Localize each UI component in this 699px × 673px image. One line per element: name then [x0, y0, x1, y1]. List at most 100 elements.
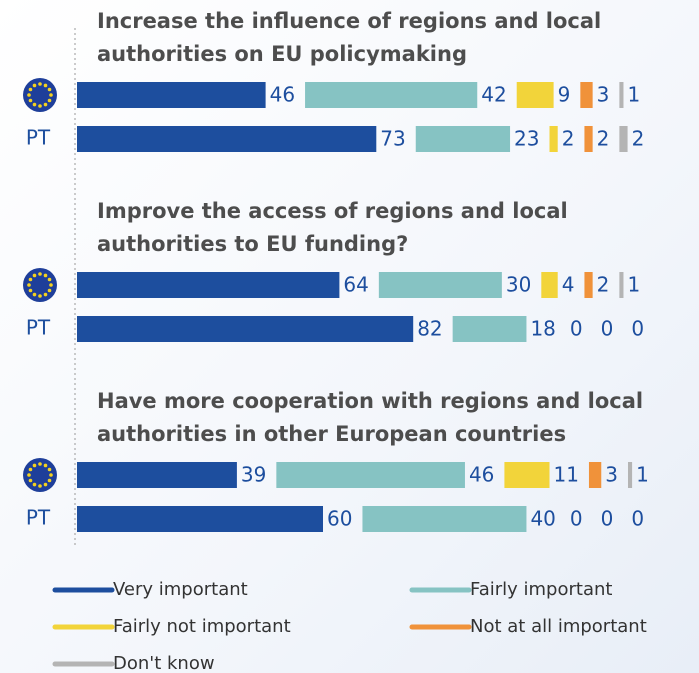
flag-star — [38, 462, 42, 466]
eu-flag — [23, 78, 57, 112]
flag-star — [47, 467, 52, 472]
bar — [619, 126, 628, 152]
value-label: 82 — [417, 317, 442, 341]
value-label: 46 — [469, 463, 494, 487]
value-label: 1 — [627, 83, 640, 107]
value-label: 2 — [597, 127, 610, 151]
bar — [415, 126, 511, 152]
flag-star — [49, 93, 53, 97]
bar — [504, 462, 550, 488]
flag-star — [43, 102, 48, 107]
bar — [580, 82, 593, 108]
bar — [77, 82, 266, 108]
value-label: 23 — [514, 127, 539, 151]
group-title: Improve the access of regions and local — [97, 199, 568, 223]
bar — [584, 272, 593, 298]
bar — [588, 462, 602, 488]
value-label: 42 — [481, 83, 506, 107]
bar — [77, 126, 377, 152]
legend-label: Very important — [113, 579, 248, 600]
value-label: 11 — [554, 463, 579, 487]
flag-disc — [23, 78, 57, 112]
value-label: 0 — [570, 317, 583, 341]
value-label: 73 — [380, 127, 405, 151]
group-title: authorities in other European countries — [97, 422, 566, 446]
flag-disc — [23, 268, 57, 302]
value-label: 0 — [601, 507, 614, 531]
bar — [77, 462, 237, 488]
value-label: 0 — [631, 507, 644, 531]
value-label: 0 — [570, 507, 583, 531]
flag-star — [28, 277, 33, 282]
group-title: authorities on EU policymaking — [97, 42, 467, 66]
category-label: PT — [26, 506, 51, 530]
legend-label: Don't know — [113, 653, 215, 673]
flag-star — [32, 83, 37, 88]
bar — [77, 272, 340, 298]
flag-star — [38, 82, 42, 86]
flag-star — [43, 273, 48, 278]
flag-star — [28, 478, 33, 483]
flag-star — [47, 288, 52, 293]
flag-star — [38, 484, 42, 488]
value-label: 0 — [631, 317, 644, 341]
flag-star — [32, 482, 37, 487]
flag-star — [47, 98, 52, 103]
value-label: 1 — [627, 273, 640, 297]
group-title: Have more cooperation with regions and l… — [97, 389, 643, 413]
flag-star — [27, 473, 31, 477]
bar — [305, 82, 478, 108]
value-label: 18 — [530, 317, 555, 341]
bar — [276, 462, 465, 488]
bar — [619, 82, 624, 108]
flag-star — [32, 463, 37, 468]
value-label: 3 — [605, 463, 618, 487]
legend-label: Fairly important — [470, 579, 612, 600]
value-label: 3 — [597, 83, 610, 107]
value-label: 0 — [601, 317, 614, 341]
flag-star — [47, 478, 52, 483]
value-label: 2 — [597, 273, 610, 297]
category-label: PT — [26, 126, 51, 150]
flag-disc — [23, 458, 57, 492]
bar — [584, 126, 593, 152]
value-label: 9 — [558, 83, 571, 107]
category-label: PT — [26, 316, 51, 340]
flag-star — [49, 283, 53, 287]
flag-star — [43, 482, 48, 487]
value-label: 2 — [632, 127, 645, 151]
flag-star — [38, 104, 42, 108]
group-title: Increase the influence of regions and lo… — [97, 9, 601, 33]
flag-star — [32, 102, 37, 107]
flag-star — [32, 292, 37, 297]
flag-star — [49, 473, 53, 477]
flag-star — [38, 294, 42, 298]
value-label: 40 — [530, 507, 555, 531]
value-label: 2 — [562, 127, 575, 151]
flag-star — [47, 87, 52, 92]
bar — [516, 82, 554, 108]
bar — [541, 272, 558, 298]
value-label: 46 — [270, 83, 295, 107]
flag-star — [43, 463, 48, 468]
eu-flag — [23, 268, 57, 302]
bar — [77, 316, 414, 342]
bar — [77, 506, 323, 532]
value-label: 4 — [562, 273, 575, 297]
eu-flag — [23, 458, 57, 492]
flag-star — [28, 467, 33, 472]
value-label: 1 — [636, 463, 649, 487]
bar — [378, 272, 502, 298]
value-label: 60 — [327, 507, 352, 531]
bar — [362, 506, 527, 532]
bar — [549, 126, 558, 152]
flag-star — [43, 292, 48, 297]
flag-star — [28, 87, 33, 92]
flag-star — [47, 277, 52, 282]
flag-star — [28, 98, 33, 103]
group-title: authorities to EU funding? — [97, 232, 408, 256]
flag-star — [27, 93, 31, 97]
bar — [627, 462, 633, 488]
bar — [452, 316, 527, 342]
